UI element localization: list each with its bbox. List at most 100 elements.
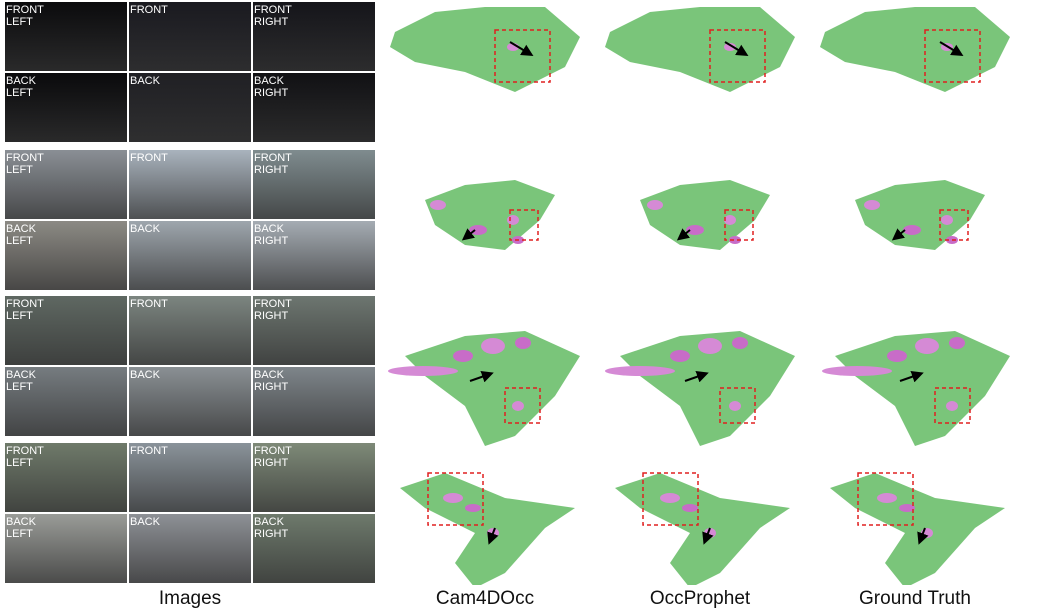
motion-arrow [676, 228, 691, 241]
highlight-box [934, 387, 971, 424]
camera-image: BACK LEFT [5, 367, 127, 436]
motion-arrow [899, 370, 924, 383]
motion-arrow [939, 41, 964, 57]
highlight-box [709, 29, 766, 83]
occupancy-panels [388, 7, 1010, 585]
camera-image: FRONT [129, 150, 251, 219]
camera-label: FRONT [130, 298, 168, 310]
camera-image: BACK RIGHT [253, 367, 375, 436]
highlight-box [719, 387, 756, 424]
camera-label: FRONT RIGHT [254, 4, 292, 28]
occupancy-ground [405, 331, 580, 446]
occupancy-ground [605, 7, 795, 92]
camera-label: BACK RIGHT [254, 75, 289, 99]
occupancy-object [822, 366, 892, 376]
highlight-box [857, 472, 914, 526]
occupancy-object [430, 200, 446, 210]
occupancy-object [647, 200, 663, 210]
column-label: Cam4DOcc [435, 588, 535, 609]
camera-label: BACK RIGHT [254, 223, 289, 247]
highlight-box [924, 29, 981, 83]
motion-arrow [469, 370, 494, 383]
occupancy-object [724, 215, 736, 225]
camera-image: FRONT [129, 443, 251, 512]
camera-image: FRONT [129, 296, 251, 365]
motion-arrow [487, 527, 499, 545]
camera-label: BACK LEFT [6, 369, 36, 393]
highlight-box [724, 209, 754, 241]
camera-image: FRONT LEFT [5, 150, 127, 219]
camera-label: BACK [130, 369, 160, 381]
occupancy-ground [855, 180, 985, 250]
occupancy-object [686, 225, 704, 235]
occupancy-object [899, 504, 915, 512]
occupancy-ground [390, 7, 580, 92]
highlight-box [509, 209, 539, 241]
occupancy-object [682, 504, 698, 512]
camera-label: BACK LEFT [6, 516, 36, 540]
column-label: Ground Truth [859, 588, 971, 609]
occupancy-object [481, 338, 505, 354]
camera-image: BACK [129, 514, 251, 583]
occupancy-object [941, 215, 953, 225]
occupancy-ground [820, 7, 1010, 92]
occupancy-object [660, 493, 680, 503]
camera-image: FRONT LEFT [5, 2, 127, 71]
column-label: OccProphet [649, 588, 751, 609]
camera-image: FRONT RIGHT [253, 296, 375, 365]
camera-image: FRONT LEFT [5, 296, 127, 365]
camera-image: FRONT RIGHT [253, 150, 375, 219]
camera-label: FRONT RIGHT [254, 445, 292, 469]
motion-arrow [684, 370, 709, 383]
occupancy-ground [640, 180, 770, 250]
occupancy-ground [830, 473, 1005, 585]
camera-image: BACK LEFT [5, 73, 127, 142]
camera-label: FRONT [130, 445, 168, 457]
camera-label: FRONT RIGHT [254, 152, 292, 176]
occupancy-object [887, 350, 907, 362]
occupancy-object [605, 366, 675, 376]
camera-image: BACK RIGHT [253, 221, 375, 290]
occupancy-object [864, 200, 880, 210]
occupancy-object [729, 401, 741, 411]
camera-label: FRONT LEFT [6, 4, 44, 28]
occupancy-object [388, 366, 458, 376]
motion-arrow [461, 228, 476, 241]
camera-label: BACK LEFT [6, 75, 36, 99]
camera-label: FRONT RIGHT [254, 298, 292, 322]
occupancy-object [903, 225, 921, 235]
camera-label: BACK RIGHT [254, 516, 289, 540]
highlight-box [504, 387, 541, 424]
occupancy-object [915, 338, 939, 354]
camera-label: BACK LEFT [6, 223, 36, 247]
camera-image: BACK RIGHT [253, 514, 375, 583]
occupancy-object [946, 401, 958, 411]
occupancy-object [732, 337, 748, 349]
occupancy-ground [425, 180, 555, 250]
camera-label: FRONT LEFT [6, 152, 44, 176]
occupancy-object [698, 338, 722, 354]
occupancy-object [670, 350, 690, 362]
occupancy-ground [400, 473, 575, 585]
column-label: Images [158, 588, 222, 609]
camera-image: FRONT [129, 2, 251, 71]
occupancy-object [515, 337, 531, 349]
camera-label: FRONT LEFT [6, 445, 44, 469]
camera-image: BACK RIGHT [253, 73, 375, 142]
camera-label: BACK RIGHT [254, 369, 289, 393]
occupancy-object [443, 493, 463, 503]
motion-arrow [891, 228, 906, 241]
camera-label: FRONT LEFT [6, 298, 44, 322]
motion-arrow [917, 527, 929, 545]
motion-arrow [509, 41, 534, 57]
camera-image: BACK [129, 73, 251, 142]
highlight-box [494, 29, 551, 83]
camera-image: BACK LEFT [5, 514, 127, 583]
camera-image: FRONT RIGHT [253, 2, 375, 71]
highlight-box [642, 472, 699, 526]
camera-label: FRONT [130, 152, 168, 164]
camera-image: BACK [129, 367, 251, 436]
occupancy-object [724, 43, 736, 51]
occupancy-ground [620, 331, 795, 446]
